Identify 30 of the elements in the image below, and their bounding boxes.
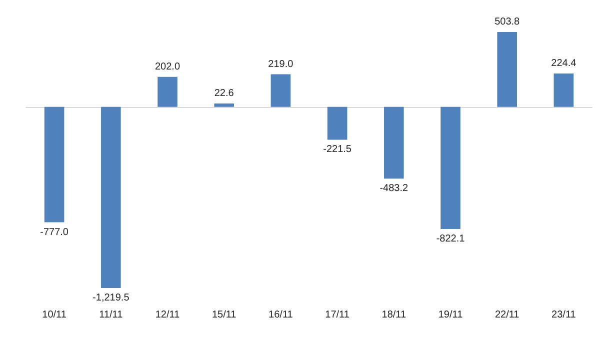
bar — [554, 74, 574, 107]
data-label: -822.1 — [436, 233, 466, 244]
bar — [214, 103, 234, 107]
x-tick-label: 10/11 — [42, 310, 67, 320]
data-label: 22.6 — [214, 88, 234, 99]
bar — [327, 106, 348, 140]
bar — [100, 106, 121, 288]
data-label: -777.0 — [40, 226, 69, 238]
x-tick-label: 12/11 — [155, 310, 180, 320]
x-tick-label: 15/11 — [212, 310, 237, 320]
bar — [497, 32, 518, 107]
bar — [270, 74, 291, 107]
data-label: 224.4 — [551, 58, 577, 70]
data-label: -1,219.5 — [92, 292, 130, 304]
x-tick-label: 18/11 — [382, 310, 406, 320]
bar — [384, 106, 404, 179]
x-tick-label: 17/11 — [325, 310, 350, 320]
data-label: -221.5 — [323, 144, 352, 156]
x-tick-label: 16/11 — [268, 310, 294, 320]
data-label: -483.2 — [380, 183, 409, 194]
bar — [158, 76, 178, 107]
x-tick-label: 23/11 — [552, 310, 576, 320]
bar — [440, 106, 460, 229]
data-label: 219.0 — [268, 58, 294, 70]
x-tick-label: 22/11 — [494, 310, 520, 320]
x-tick-label: 11/11 — [99, 310, 124, 320]
x-tick-label: 19/11 — [438, 310, 464, 320]
data-label: 503.8 — [494, 16, 520, 28]
bar — [44, 106, 64, 222]
data-label: 202.0 — [154, 61, 180, 72]
